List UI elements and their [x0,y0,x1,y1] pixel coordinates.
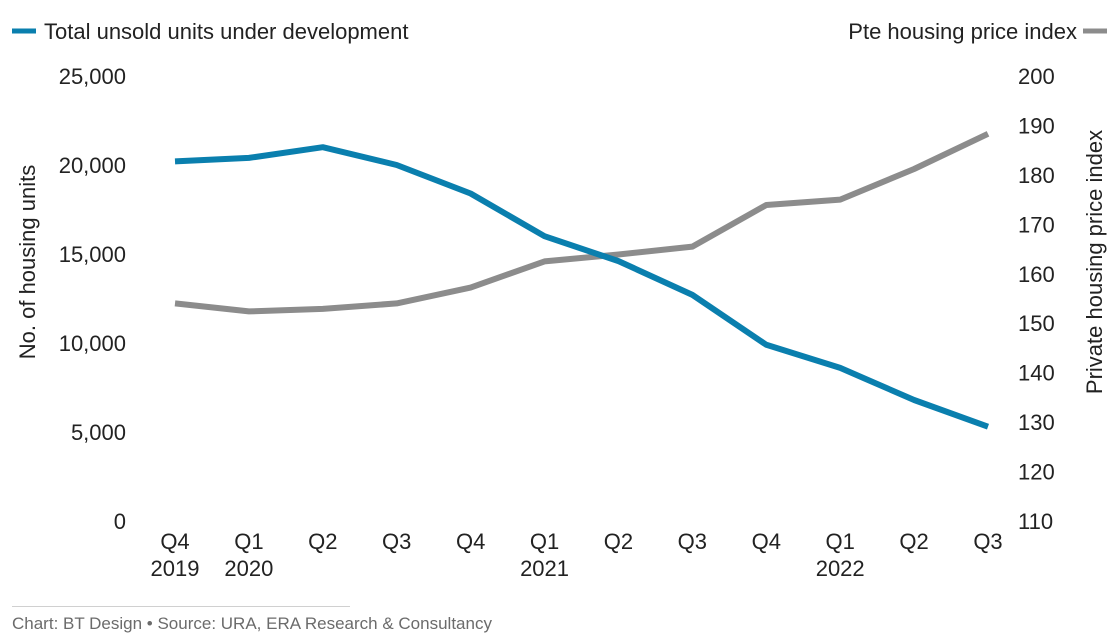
x-tick-year-label: 2019 [151,556,200,581]
x-tick-label: Q4 [456,529,485,554]
series-line-unsold-units [174,144,990,430]
x-tick-label: Q4 [160,529,189,554]
x-tick-label: Q3 [678,529,707,554]
x-tick-label: Q3 [973,529,1002,554]
y-right-tick-label: 140 [1018,361,1055,386]
series-lines [174,131,990,430]
legend: Total unsold units under development Pte… [12,19,1107,44]
y-left-tick-label: 10,000 [59,331,126,356]
y-left-axis-ticks: 0 5,000 10,000 15,000 20,000 25,000 [59,64,126,534]
y-right-tick-label: 200 [1018,64,1055,89]
x-tick-year-label: 2021 [520,556,569,581]
x-tick-year-label: 2020 [224,556,273,581]
x-tick-label: Q2 [308,529,337,554]
y-left-tick-label: 0 [114,509,126,534]
y-left-axis-title: No. of housing units [15,165,40,359]
legend-label-index: Pte housing price index [848,19,1077,44]
x-tick-label: Q1 [826,529,855,554]
x-tick-label: Q1 [234,529,263,554]
y-right-tick-label: 170 [1018,212,1055,237]
y-right-axis-ticks: 110 120 130 140 150 160 170 180 190 200 [1018,64,1055,534]
y-right-tick-label: 120 [1018,460,1055,485]
x-tick-label: Q2 [604,529,633,554]
x-tick-label: Q3 [382,529,411,554]
x-tick-label: Q4 [752,529,781,554]
y-right-tick-label: 110 [1018,509,1053,534]
y-right-tick-label: 190 [1018,113,1055,138]
x-tick-label: Q2 [899,529,928,554]
y-right-tick-label: 160 [1018,262,1055,287]
x-tick-year-label: 2022 [816,556,865,581]
source-note: Chart: BT Design • Source: URA, ERA Rese… [12,614,492,633]
y-left-tick-label: 20,000 [59,153,126,178]
source-divider [12,606,350,607]
y-left-tick-label: 25,000 [59,64,126,89]
y-left-tick-label: 15,000 [59,242,126,267]
y-right-tick-label: 180 [1018,163,1055,188]
legend-label-unsold: Total unsold units under development [44,19,408,44]
y-right-tick-label: 150 [1018,311,1055,336]
y-right-axis-title: Private housing price index [1082,130,1107,394]
series-line-price-index [174,131,990,315]
y-left-tick-label: 5,000 [71,420,126,445]
y-right-tick-label: 130 [1018,410,1055,435]
x-tick-label: Q1 [530,529,559,554]
